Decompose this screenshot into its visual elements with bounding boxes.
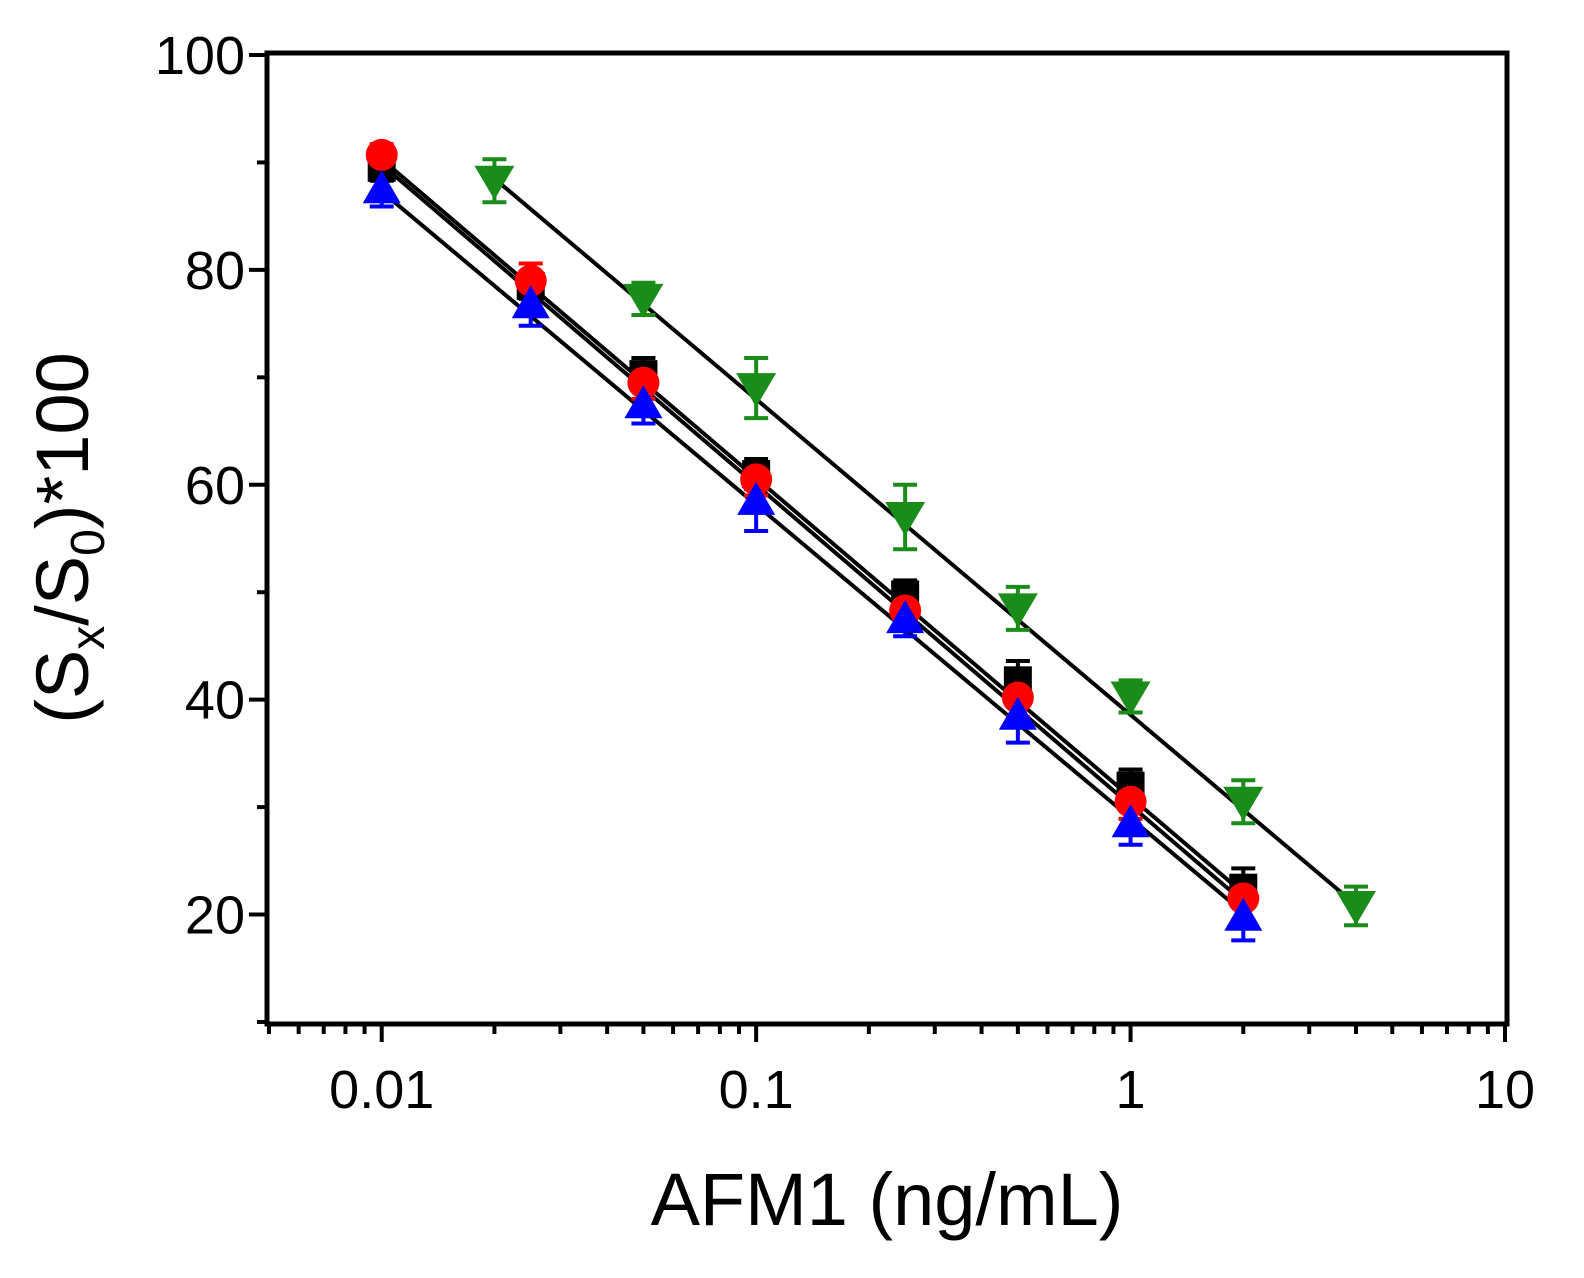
- x-axis-title: AFM1 (ng/mL): [651, 1158, 1124, 1241]
- point-series-green-triangle-down: [1110, 681, 1151, 716]
- tick-labels: 20 40 60 80 100 0.01 0.1 1 10: [155, 26, 1535, 1120]
- point-series-green-triangle-down: [623, 283, 664, 318]
- point-series-blue-triangle: [1224, 897, 1263, 931]
- point-series-green-triangle-down: [474, 165, 515, 200]
- y-title-slash: /S: [21, 556, 104, 626]
- point-series-red-circle: [514, 264, 547, 297]
- point-series-blue-triangle: [511, 285, 550, 319]
- point-series-green-triangle-down: [997, 593, 1038, 628]
- point-series-blue-triangle: [362, 170, 401, 204]
- point-series-red-circle: [627, 366, 660, 399]
- point-series-red-circle: [1114, 785, 1147, 818]
- y-axis-title: (Sx/S0)*100: [21, 352, 115, 724]
- y-tick-label: 100: [155, 26, 245, 86]
- y-title-close: )*100: [21, 352, 104, 529]
- point-series-green-triangle-down: [885, 502, 926, 537]
- fit-line-series-green-triangle-down: [493, 177, 1358, 907]
- fit-line-series-blue-triangle: [380, 189, 1245, 914]
- data-markers: [362, 138, 1376, 931]
- x-tick-label: 0.1: [719, 1060, 794, 1120]
- point-series-blue-triangle: [737, 481, 776, 515]
- point-series-green-triangle-down: [736, 373, 777, 408]
- y-title-open: (S: [21, 650, 104, 724]
- axis-ticks: [249, 53, 1507, 1042]
- point-series-blue-triangle: [886, 600, 925, 634]
- point-series-red-circle: [365, 138, 398, 171]
- point-series-blue-triangle: [998, 696, 1037, 730]
- y-tick-label: 60: [185, 456, 245, 516]
- plot-frame: [264, 50, 1510, 1027]
- point-series-blue-triangle: [624, 385, 663, 419]
- y-title-sub2: 0: [62, 529, 115, 556]
- point-series-blue-triangle: [1111, 804, 1150, 838]
- point-series-green-triangle-down: [1223, 786, 1264, 821]
- fit-line-series-black-square: [380, 157, 1245, 895]
- x-tick-label: 1: [1116, 1060, 1146, 1120]
- y-tick-label: 40: [185, 671, 245, 731]
- point-series-green-triangle-down: [1335, 890, 1376, 925]
- error-bars: [369, 142, 1368, 943]
- y-title-sub1: x: [62, 626, 115, 650]
- point-series-red-circle: [740, 463, 773, 496]
- y-tick-label: 20: [185, 886, 245, 946]
- y-tick-label: 80: [185, 241, 245, 301]
- x-tick-label: 10: [1475, 1060, 1535, 1120]
- x-tick-label: 0.01: [329, 1060, 434, 1120]
- fit-line-series-red-circle: [380, 163, 1245, 904]
